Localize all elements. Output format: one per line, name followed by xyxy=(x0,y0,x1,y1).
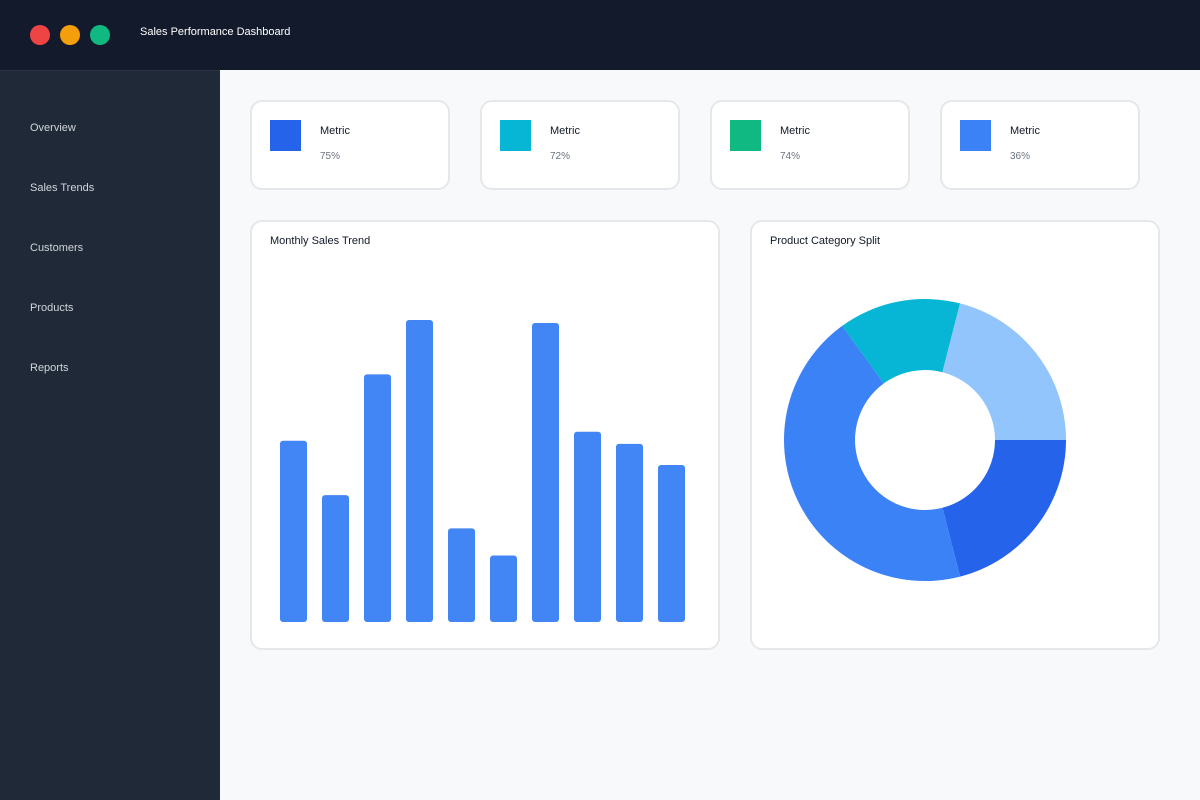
app-title: Sales Performance Dashboard xyxy=(140,26,291,38)
metric-swatch xyxy=(730,120,761,151)
metric-swatch xyxy=(270,120,301,151)
donut-slice xyxy=(842,299,961,384)
metric-card: Metric 72% xyxy=(480,100,680,190)
sidebar: Overview Sales Trends Customers Products… xyxy=(0,70,220,800)
bar xyxy=(616,443,643,622)
metric-label: Metric xyxy=(550,125,580,137)
metric-card: Metric 74% xyxy=(710,100,910,190)
bar-chart xyxy=(280,320,685,622)
minimize-window-button[interactable] xyxy=(60,25,80,45)
donut-slice xyxy=(784,325,961,581)
metric-value: 72% xyxy=(550,151,571,162)
donut-slice xyxy=(942,440,1066,577)
metric-card: Metric 36% xyxy=(940,100,1140,190)
bar xyxy=(406,320,433,622)
metric-label: Metric xyxy=(1010,125,1040,137)
bar xyxy=(574,431,601,622)
metric-value: 74% xyxy=(780,151,801,162)
category-split-card: Product Category Split xyxy=(750,220,1160,650)
bar xyxy=(280,440,307,622)
chart-title: Monthly Sales Trend xyxy=(270,235,371,247)
maximize-window-button[interactable] xyxy=(90,25,110,45)
sidebar-item-sales-trends[interactable]: Sales Trends xyxy=(30,182,95,194)
sidebar-item-products[interactable]: Products xyxy=(30,302,74,314)
sidebar-item-customers[interactable]: Customers xyxy=(30,242,84,254)
bar xyxy=(322,495,349,622)
donut-chart xyxy=(784,299,1066,581)
metric-label: Metric xyxy=(780,125,810,137)
close-window-button[interactable] xyxy=(30,25,50,45)
metric-value: 36% xyxy=(1010,151,1031,162)
bar xyxy=(448,528,475,622)
donut-slice xyxy=(942,303,1066,440)
sidebar-item-overview[interactable]: Overview xyxy=(30,122,76,134)
chart-title: Product Category Split xyxy=(770,235,881,247)
bar xyxy=(490,555,517,622)
bar xyxy=(364,374,391,622)
bar xyxy=(532,323,559,622)
title-bar: Sales Performance Dashboard xyxy=(0,0,1200,70)
metric-value: 75% xyxy=(320,151,341,162)
metric-swatch xyxy=(500,120,531,151)
metric-card: Metric 75% xyxy=(250,100,450,190)
bar xyxy=(658,464,685,622)
metric-swatch xyxy=(960,120,991,151)
metric-label: Metric xyxy=(320,125,350,137)
monthly-sales-card: Monthly Sales Trend xyxy=(250,220,720,650)
sidebar-item-reports[interactable]: Reports xyxy=(30,362,69,374)
